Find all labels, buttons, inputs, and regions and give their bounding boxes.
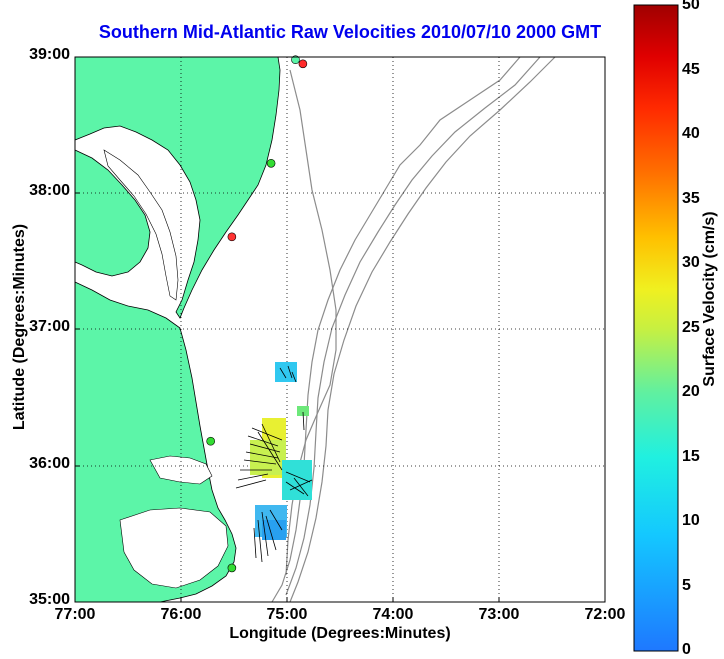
velocity-patch-east-small — [297, 406, 309, 416]
land-virginia — [74, 149, 151, 277]
y-axis-label: Latitude (Degrees:Minutes) — [11, 223, 28, 431]
map-title: Southern Mid-Atlantic Raw Velocities 201… — [98, 22, 602, 42]
velocity-patch-south-2 — [262, 520, 286, 540]
grid-lines — [75, 57, 605, 602]
land-delmarva — [74, 56, 281, 319]
x-tick-label: 77:00 — [54, 606, 96, 623]
radar-station-marker — [291, 55, 300, 65]
velocity-vectors — [235, 365, 313, 563]
contour-shelf-mid — [285, 56, 541, 596]
colorbar-tick-label: 5 — [682, 577, 691, 594]
colorbar-tick-label: 20 — [682, 383, 700, 400]
colorbar-tick-label: 40 — [682, 125, 700, 142]
colorbar-tick-label: 30 — [682, 254, 700, 271]
velocity-patch-cyan — [282, 460, 312, 500]
colorbar-label: Surface Velocity (cm/s) — [701, 211, 718, 387]
y-tick-label: 36:00 — [29, 455, 70, 472]
contour-shelf-inner — [271, 56, 521, 603]
colorbar-tick-label: 45 — [682, 61, 700, 78]
x-tick-label: 72:00 — [584, 606, 626, 623]
y-tick-label: 39:00 — [29, 46, 70, 63]
y-tick-label: 38:00 — [29, 182, 70, 199]
colorbar-tick-label: 15 — [682, 448, 700, 465]
x-tick-label: 73:00 — [478, 606, 520, 623]
radar-stations — [206, 55, 308, 573]
x-tick-label: 75:00 — [266, 606, 308, 623]
velocity-patch-north — [275, 362, 297, 382]
y-tick-label: 37:00 — [29, 318, 70, 335]
colorbar-tick-label: 10 — [682, 512, 700, 529]
radar-station-marker — [266, 158, 276, 168]
x-tick-label: 76:00 — [160, 606, 202, 623]
y-tick-label: 35:00 — [29, 591, 70, 608]
x-tick-label: 74:00 — [372, 606, 414, 623]
colorbar-tick-label: 25 — [682, 319, 700, 336]
radar-station-marker — [298, 59, 308, 69]
colorbar-tick-label: 0 — [682, 641, 691, 658]
contour-shelf-outer — [289, 56, 556, 603]
radar-station-marker — [227, 232, 237, 242]
axis-ticks — [75, 192, 500, 602]
radar-station-marker — [206, 436, 215, 446]
colorbar — [633, 4, 679, 652]
water-pamlico — [119, 507, 229, 589]
colorbar-tick-label: 50 — [682, 0, 700, 13]
bathymetry-contours — [271, 56, 556, 603]
radar-station-marker — [227, 563, 237, 573]
colorbar-tick-label: 35 — [682, 190, 700, 207]
x-axis-label: Longitude (Degrees:Minutes) — [229, 625, 451, 642]
